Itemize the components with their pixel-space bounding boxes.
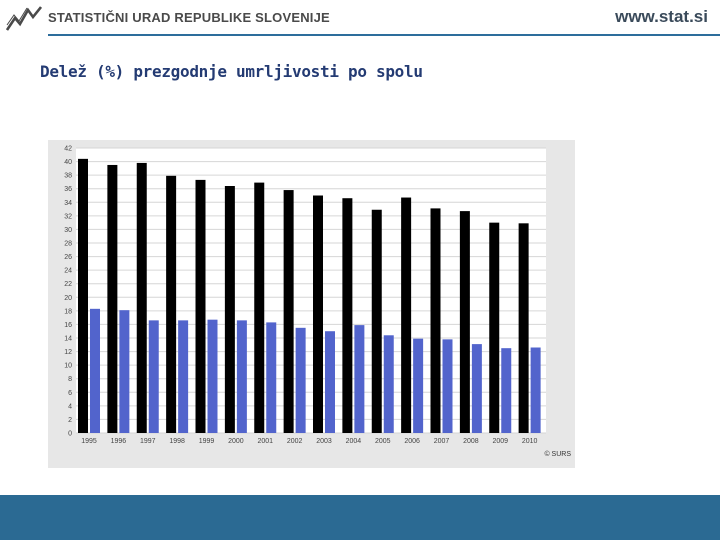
y-tick-label: 12	[64, 349, 72, 356]
bar-series-1	[166, 175, 177, 434]
y-tick-label: 28	[64, 241, 72, 248]
footer-band	[0, 495, 720, 540]
bar-series-1	[518, 223, 529, 433]
y-tick-label: 24	[64, 268, 72, 275]
bar-series-1	[254, 182, 265, 433]
bar-series-1	[342, 198, 353, 433]
x-tick-label: 2005	[375, 438, 391, 445]
y-tick-label: 42	[64, 146, 72, 153]
y-tick-label: 40	[64, 159, 72, 166]
chart-credit: © SURS	[544, 451, 571, 458]
x-tick-label: 1998	[169, 438, 185, 445]
x-tick-label: 2004	[346, 438, 362, 445]
y-tick-label: 30	[64, 227, 72, 234]
bar-series-2	[442, 339, 453, 433]
bar-series-2	[236, 320, 247, 433]
bar-series-1	[78, 158, 88, 433]
y-tick-label: 36	[64, 186, 72, 193]
bar-series-2	[178, 320, 189, 433]
y-tick-label: 16	[64, 322, 72, 329]
bar-series-1	[313, 195, 323, 433]
bar-series-1	[224, 186, 235, 433]
y-tick-label: 0	[68, 431, 72, 438]
bar-series-2	[413, 338, 424, 433]
x-tick-label: 2003	[316, 438, 332, 445]
y-tick-label: 26	[64, 254, 72, 261]
y-tick-label: 10	[64, 363, 72, 370]
y-tick-label: 34	[64, 200, 72, 207]
bar-chart: 0246810121416182022242628303234363840421…	[64, 146, 546, 445]
x-tick-label: 2000	[228, 438, 244, 445]
bar-series-1	[459, 211, 470, 433]
y-tick-label: 4	[68, 403, 72, 410]
x-tick-label: 2009	[492, 438, 508, 445]
bar-series-2	[266, 322, 277, 433]
y-tick-label: 22	[64, 281, 72, 288]
x-tick-label: 2010	[522, 438, 538, 445]
header-bar: STATISTIČNI URAD REPUBLIKE SLOVENIJE www…	[0, 0, 720, 38]
organization-name: STATISTIČNI URAD REPUBLIKE SLOVENIJE	[48, 10, 330, 25]
bar-series-2	[383, 335, 394, 433]
y-tick-label: 32	[64, 213, 72, 220]
header-divider	[48, 34, 720, 36]
bar-series-2	[471, 344, 482, 433]
bar-series-2	[530, 347, 541, 433]
y-tick-label: 2	[68, 417, 72, 424]
bar-series-1	[371, 209, 382, 433]
bar-series-2	[119, 310, 130, 433]
y-tick-label: 20	[64, 295, 72, 302]
bar-series-1	[195, 179, 206, 433]
bar-series-2	[501, 348, 512, 433]
bar-series-1	[107, 164, 118, 433]
bar-series-2	[148, 320, 159, 433]
bar-series-1	[489, 222, 500, 433]
x-tick-label: 1996	[111, 438, 127, 445]
x-tick-label: 2007	[434, 438, 450, 445]
x-tick-label: 1995	[81, 438, 97, 445]
bar-series-1	[430, 208, 441, 433]
bar-series-2	[90, 308, 100, 433]
bar-series-2	[207, 319, 218, 433]
y-tick-label: 14	[64, 336, 72, 343]
bar-series-1	[401, 197, 412, 433]
bar-series-2	[354, 325, 365, 433]
y-tick-label: 38	[64, 173, 72, 180]
x-tick-label: 2002	[287, 438, 303, 445]
chart-panel: 0 2 4 6 8 10 12 14 16 18 20 22 24 26 28 30 32 34 36 38 40 42 1…	[48, 140, 575, 468]
bar-series-1	[283, 190, 294, 433]
x-tick-label: 1999	[199, 438, 215, 445]
y-tick-label: 18	[64, 308, 72, 315]
y-tick-label: 6	[68, 390, 72, 397]
x-tick-label: 1997	[140, 438, 156, 445]
bar-series-2	[295, 327, 306, 433]
x-tick-label: 2008	[463, 438, 479, 445]
page-title: Delež (%) prezgodnje umrljivosti po spol…	[40, 62, 423, 81]
x-tick-label: 2006	[404, 438, 420, 445]
surs-logo-icon	[6, 6, 42, 31]
x-tick-label: 2001	[257, 438, 273, 445]
bar-series-2	[325, 331, 335, 433]
website-link[interactable]: www.stat.si	[615, 7, 708, 26]
y-tick-label: 8	[68, 376, 72, 383]
bar-series-1	[136, 162, 147, 433]
